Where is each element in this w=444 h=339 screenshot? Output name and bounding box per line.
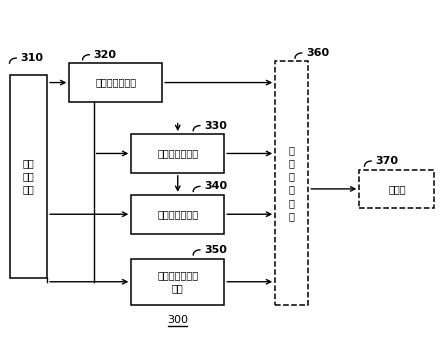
Bar (10, 75, 47, 278)
Bar (131, 134, 224, 173)
Text: 中间位量化单元: 中间位量化单元 (157, 209, 198, 219)
Text: 累加器: 累加器 (388, 184, 406, 194)
Bar (275, 61, 308, 304)
Text: 最高位量化单元: 最高位量化单元 (95, 78, 136, 87)
Bar (69, 63, 162, 102)
Text: 320: 320 (94, 50, 117, 60)
Bar (131, 195, 224, 234)
Text: 300: 300 (167, 315, 188, 325)
Text: 360: 360 (306, 48, 329, 58)
Text: 中间较高位量化
单元: 中间较高位量化 单元 (157, 270, 198, 293)
Text: 码
制
转
换
单
元: 码 制 转 换 单 元 (289, 145, 295, 221)
Text: 350: 350 (204, 245, 227, 255)
Bar (359, 170, 434, 208)
Text: 最低位量化单元: 最低位量化单元 (157, 148, 198, 158)
Text: 340: 340 (204, 181, 227, 192)
Text: 模式
选择
单元: 模式 选择 单元 (23, 158, 34, 195)
Text: 330: 330 (204, 121, 227, 131)
Text: 310: 310 (20, 53, 44, 63)
Text: 370: 370 (376, 156, 399, 166)
Bar (131, 259, 224, 304)
